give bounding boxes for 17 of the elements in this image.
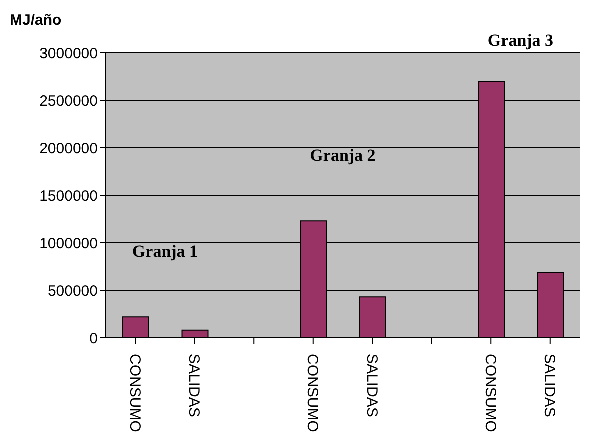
annotation: Granja 2	[309, 146, 377, 166]
y-tick-label: 3000000	[40, 45, 98, 62]
x-tick-label: SALIDAS	[186, 354, 203, 418]
y-tick-label: 1500000	[40, 188, 98, 205]
y-axis-title: MJ/año	[10, 12, 62, 29]
x-tick-label: CONSUMO	[126, 354, 144, 432]
annotation: Granja 1	[131, 242, 200, 262]
y-tick-label: 1000000	[40, 235, 98, 252]
y-tick-label: 2000000	[40, 140, 98, 158]
y-tick-label: 0	[90, 330, 98, 348]
y-tick-label: 500000	[48, 282, 98, 300]
x-tick-label: CONSUMO	[304, 354, 322, 432]
x-tick-label: SALIDAS	[363, 354, 380, 418]
y-tick-label: 2500000	[40, 92, 98, 110]
x-tick-label: SALIDAS	[541, 354, 558, 418]
x-tick-label: CONSUMO	[482, 354, 499, 432]
text: Granja 3	[486, 31, 555, 51]
